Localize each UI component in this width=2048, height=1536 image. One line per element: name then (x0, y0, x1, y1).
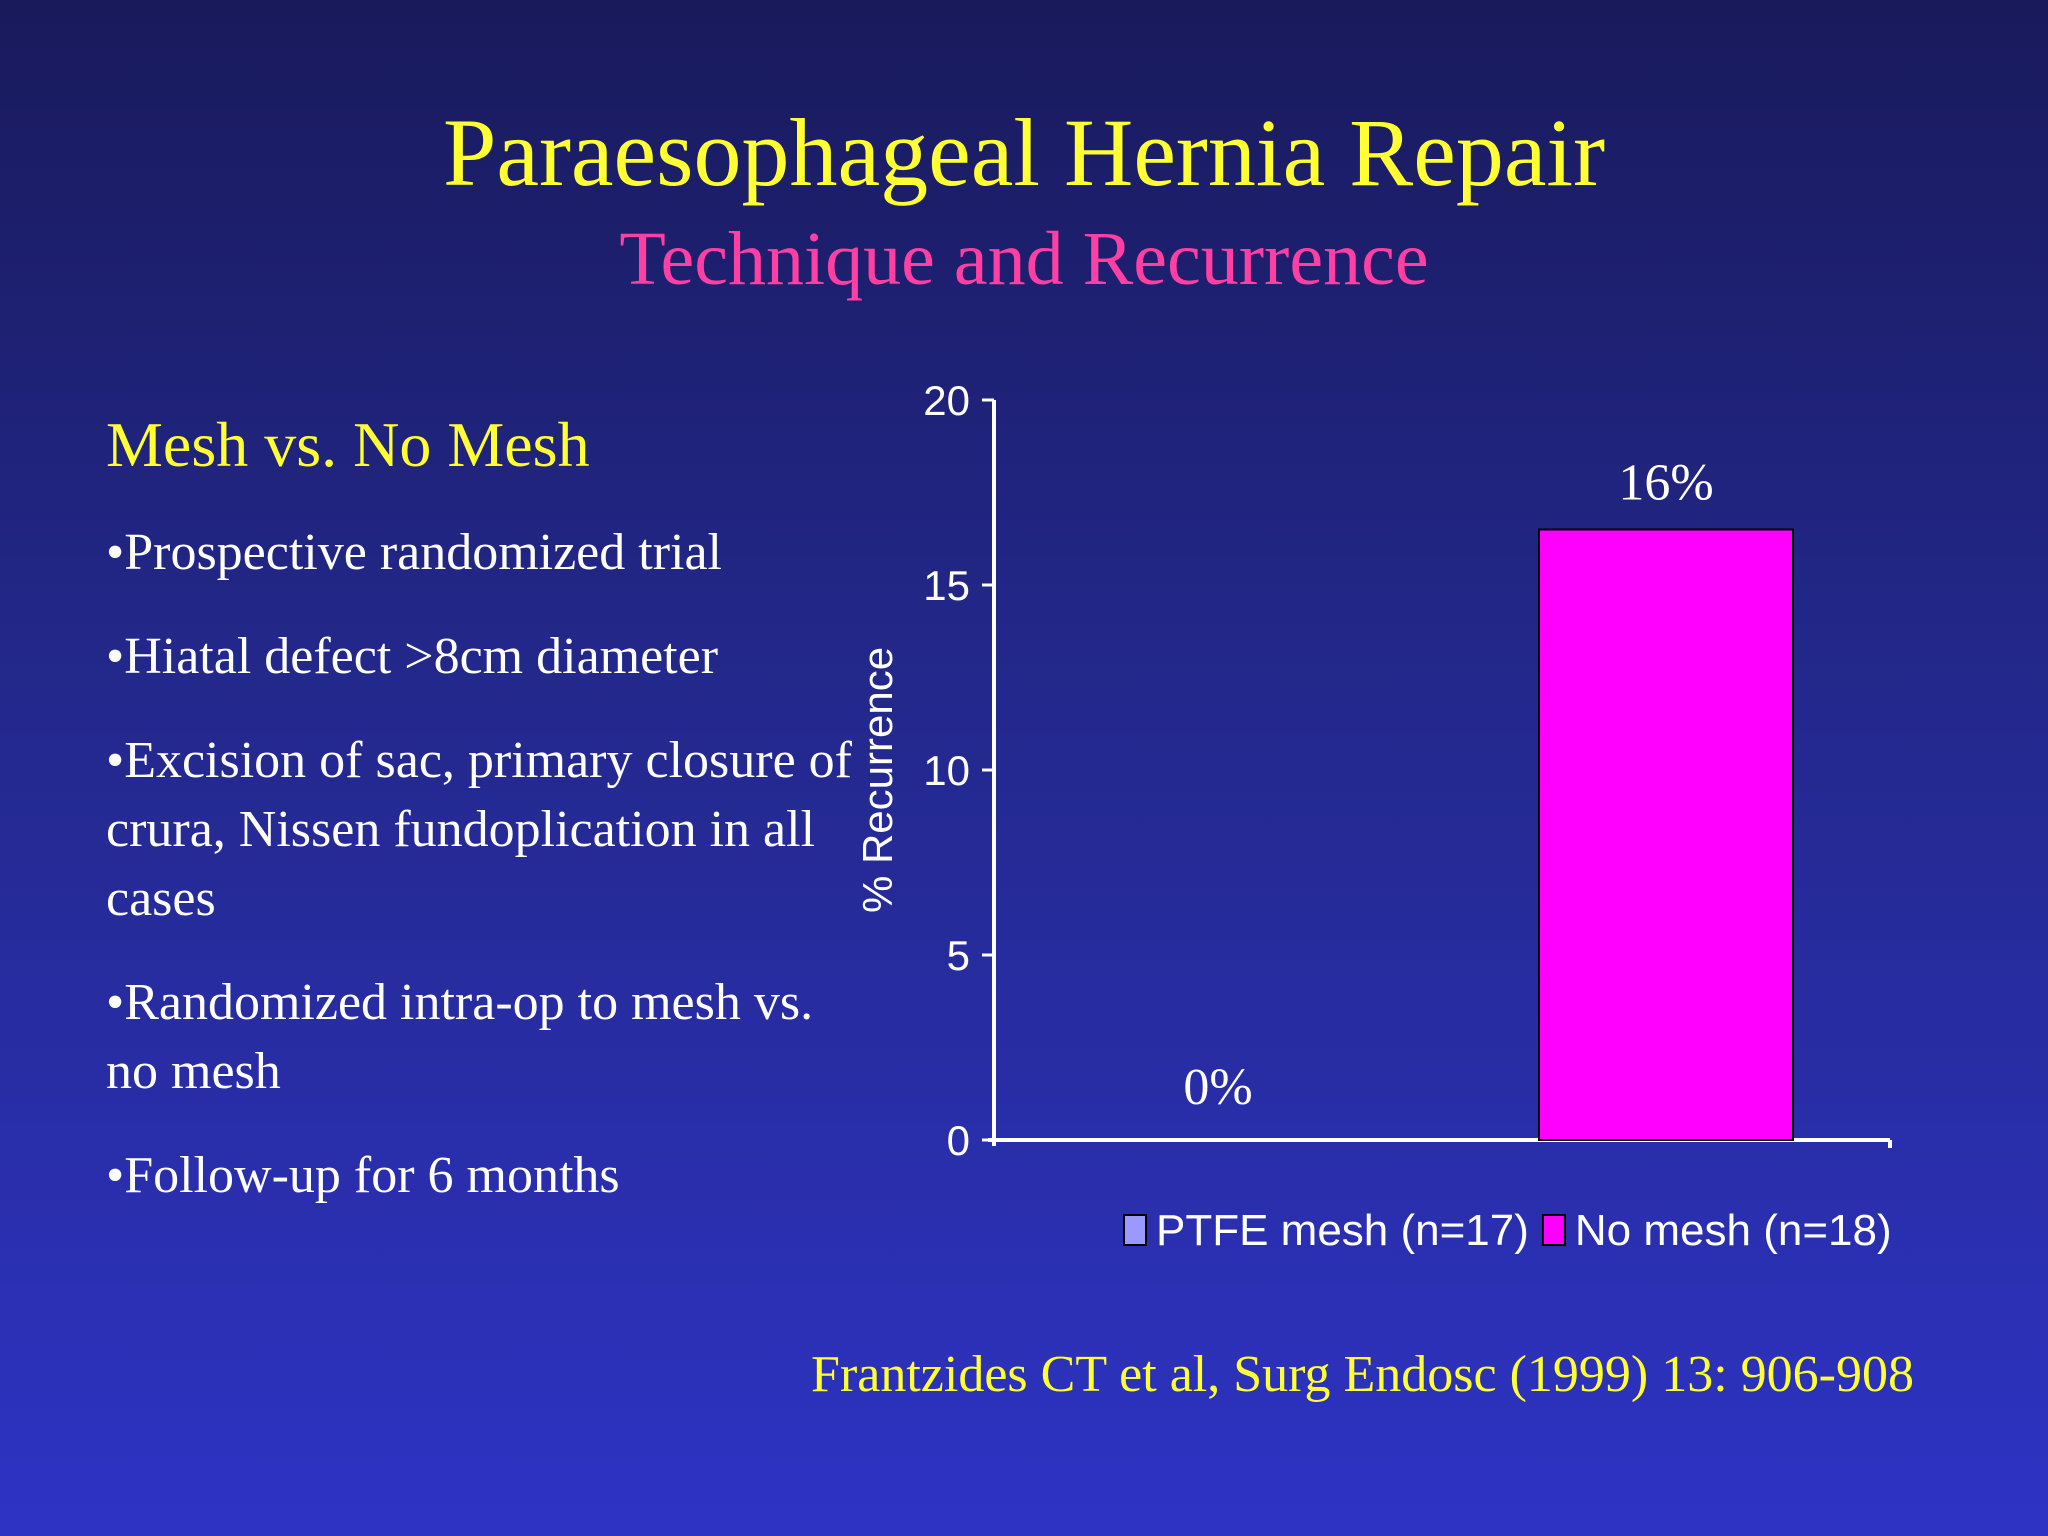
bar-value-label: 0% (1183, 1059, 1252, 1116)
citation: Frantzides CT et al, Surg Endosc (1999) … (811, 1346, 1914, 1403)
legend-swatch (1123, 1214, 1147, 1246)
legend-label: PTFE mesh (n=17) (1156, 1206, 1529, 1255)
bar-value-label: 16% (1618, 455, 1713, 512)
legend-swatch (1541, 1214, 1566, 1246)
section-heading: Mesh vs. No Mesh (106, 409, 590, 480)
y-tick-label: 0 (947, 1117, 970, 1164)
bar (1538, 528, 1794, 1141)
y-tick-label: 10 (923, 747, 970, 794)
bullet-panel: Mesh vs. No Mesh •Prospective randomized… (106, 409, 866, 1245)
slide-title: Paraesophageal Hernia Repair (442, 99, 1606, 206)
y-tick-label: 5 (947, 932, 970, 979)
bullet-item: •Hiatal defect >8cm diameter (106, 628, 719, 686)
bullet-item: •Randomized intra-op to mesh vs. no mesh (106, 974, 814, 1101)
bullet-item: •Follow-up for 6 months (106, 1147, 620, 1205)
bullet-item: •Prospective randomized trial (106, 524, 723, 582)
bullet-item: •Excision of sac, primary closure of cru… (106, 732, 852, 928)
recurrence-bar-chart: 0 5 10 15 20 % Recurrence 0% 16% PTFE mesh (n=17… (854, 377, 1892, 1255)
legend-label: No mesh (n=18) (1575, 1206, 1892, 1255)
slide-subtitle: Technique and Recurrence (619, 217, 1429, 301)
y-tick-label: 15 (923, 562, 970, 609)
y-axis-label: % Recurrence (854, 647, 901, 913)
y-tick-label: 20 (923, 377, 970, 424)
